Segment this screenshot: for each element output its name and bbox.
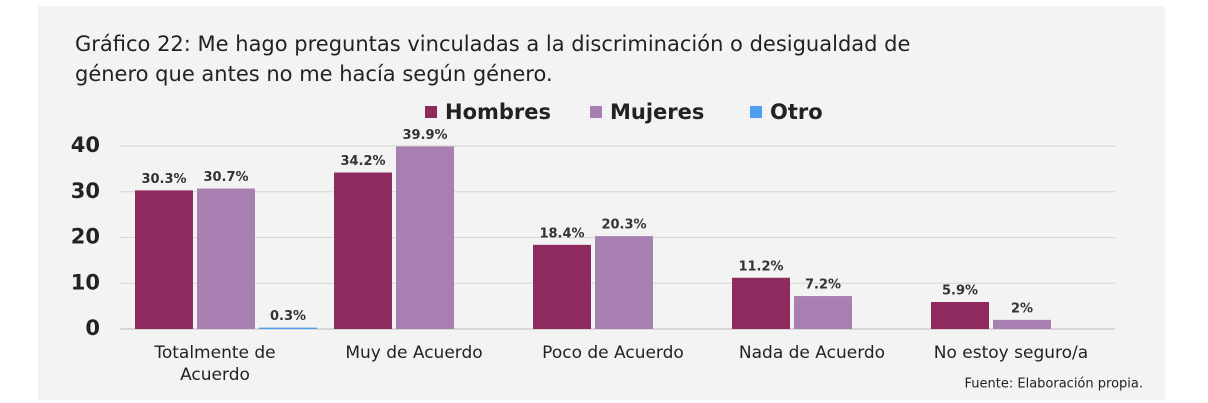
data-label: 20.3% [601,218,646,233]
data-label: 30.7% [203,170,248,185]
legend-label: Hombres [445,100,551,124]
source: Fuente: Elaboración propia. [965,377,1143,392]
data-label: 0.3% [270,309,306,324]
bar [533,244,591,329]
data-label: 39.9% [402,128,447,143]
legend-swatch [750,106,762,118]
bar [732,277,790,329]
data-label: 18.4% [539,226,584,241]
bar [197,188,255,329]
x-tick-label: Nada de Acuerdo [738,343,886,363]
legend-swatch [425,106,437,118]
x-tick-label: Poco de Acuerdo [542,343,684,363]
data-label: 11.2% [738,259,783,274]
data-label: 30.3% [141,172,186,187]
y-tick-label: 40 [71,133,100,157]
chart-title: Gráfico 22: Me hago preguntas vinculadas… [75,32,910,56]
bar [595,236,653,329]
chart-subtitle: género que antes no me hacía según géner… [75,62,553,86]
y-tick-label: 0 [85,316,100,340]
data-label: 7.2% [805,278,841,293]
data-label: 34.2% [340,154,385,169]
bar [931,302,989,329]
x-tick-label: Muy de Acuerdo [345,343,483,363]
y-tick-label: 20 [71,225,100,249]
legend-label: Mujeres [610,100,704,124]
bar [794,296,852,329]
data-label: 5.9% [942,284,978,299]
bar [259,327,317,329]
x-tick-label: No estoy seguro/a [933,343,1089,363]
y-tick-label: 10 [71,270,100,294]
y-tick-label: 30 [71,179,100,203]
bar [334,172,392,329]
legend-label: Otro [770,100,823,124]
legend-swatch [590,106,602,118]
bar [993,319,1051,329]
data-label: 2% [1011,301,1033,316]
x-tick-label: Totalmente de Acuerdo [154,343,276,385]
bar [135,190,193,329]
bar [396,146,454,329]
